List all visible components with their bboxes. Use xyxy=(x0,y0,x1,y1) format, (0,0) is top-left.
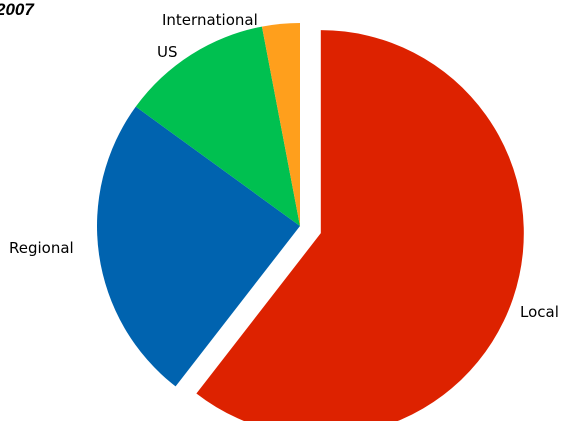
pie-label-regional: Regional xyxy=(9,239,74,257)
pie-slices xyxy=(97,23,524,421)
pie-slice-us xyxy=(135,26,300,226)
pie-slice-international xyxy=(261,23,300,226)
pie-label-local: Local xyxy=(520,303,559,321)
pie-label-us: US xyxy=(157,43,178,61)
chart-title: 2007 xyxy=(0,0,35,19)
pie-slice-regional xyxy=(97,106,300,387)
pie-slice-local xyxy=(196,30,524,421)
pie-label-international: International xyxy=(162,11,258,29)
pie-labels: Local Regional US International xyxy=(9,11,559,321)
